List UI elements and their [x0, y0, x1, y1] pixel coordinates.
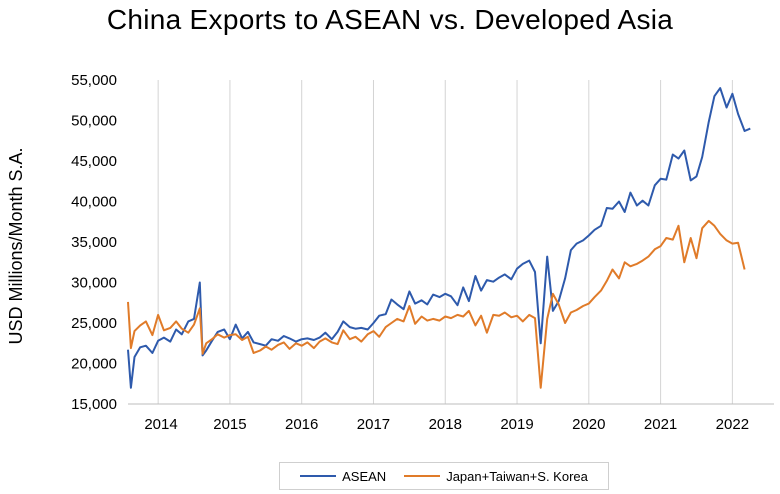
series-line-developed-asia	[127, 219, 746, 389]
legend-item-developed-asia: Japan+Taiwan+S. Korea	[404, 469, 588, 484]
y-tick-label: 20,000	[71, 356, 117, 373]
x-tick-label: 2022	[716, 416, 749, 433]
series-lines	[127, 87, 751, 389]
y-tick-label: 50,000	[71, 113, 117, 130]
legend-item-asean: ASEAN	[300, 469, 386, 484]
y-tick-label: 15,000	[71, 396, 117, 413]
y-tick-label: 45,000	[71, 153, 117, 170]
y-tick-label: 25,000	[71, 315, 117, 332]
x-tick-label: 2015	[213, 416, 246, 433]
x-tick-label: 2021	[644, 416, 677, 433]
x-tick-label: 2016	[285, 416, 318, 433]
y-axis-ticks: 15,000 20,000 25,000 30,000 35,000 40,000 45,0…	[71, 72, 117, 413]
legend-label-asean: ASEAN	[342, 468, 387, 484]
legend-swatch-asean	[300, 475, 337, 477]
x-axis-ticks: 2014 2015 2016 2017 2018 2019 2020 2021 2022	[144, 416, 749, 433]
y-tick-label: 35,000	[71, 234, 117, 251]
x-tick-label: 2017	[357, 416, 390, 433]
chart-title: China Exports to ASEAN vs. Developed Asi…	[106, 4, 674, 35]
y-axis-label: USD Millions/Month S.A.	[6, 147, 26, 344]
y-tick-label: 40,000	[71, 194, 117, 211]
legend: ASEAN Japan+Taiwan+S. Korea	[279, 462, 609, 490]
x-tick-label: 2020	[572, 416, 605, 433]
gridlines	[157, 80, 733, 404]
x-tick-label: 2018	[429, 416, 462, 433]
x-tick-label: 2019	[500, 416, 533, 433]
x-tick-label: 2014	[144, 416, 177, 433]
legend-swatch-developed-asia	[404, 475, 441, 477]
legend-label-developed-asia: Japan+Taiwan+S. Korea	[446, 468, 588, 484]
y-tick-label: 55,000	[71, 72, 117, 89]
series-line-asean	[127, 87, 751, 389]
y-tick-label: 30,000	[71, 275, 117, 292]
